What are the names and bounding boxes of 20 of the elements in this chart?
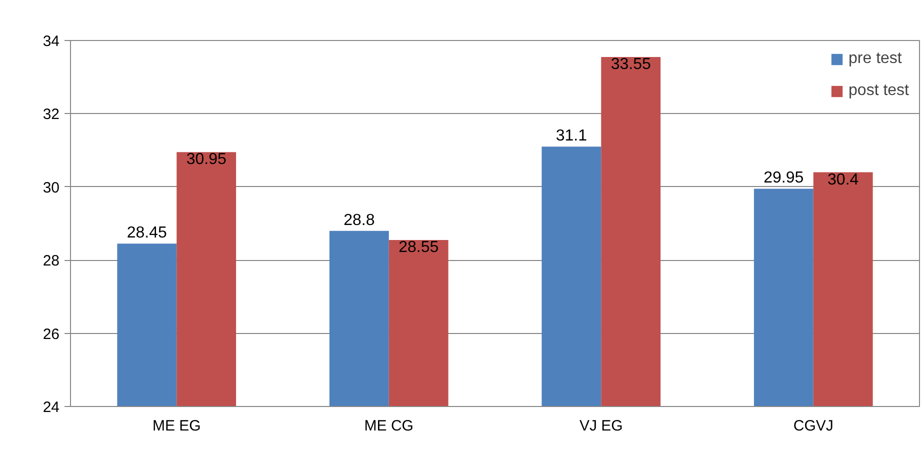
x-tick-label: CGVJ bbox=[793, 418, 834, 434]
y-tick-label: 34 bbox=[42, 33, 60, 50]
legend-label: post test bbox=[848, 82, 909, 100]
data-label: 31.1 bbox=[556, 128, 588, 145]
data-label: 30.4 bbox=[828, 171, 859, 188]
y-tick-label: 32 bbox=[42, 106, 60, 124]
data-label: 28.8 bbox=[344, 212, 375, 229]
data-label: 28.45 bbox=[126, 224, 168, 242]
data-label: 30.95 bbox=[186, 151, 226, 168]
y-tick-label: 24 bbox=[42, 399, 60, 416]
y-tick-label: 26 bbox=[42, 326, 60, 343]
data-label: 28.55 bbox=[398, 238, 439, 256]
y-tick-label: 30 bbox=[42, 179, 60, 196]
x-tick-label: ME CG bbox=[364, 418, 414, 434]
legend-label: pre test bbox=[848, 50, 902, 68]
x-tick-label: VJ EG bbox=[579, 418, 623, 434]
x-tick-label: ME EG bbox=[152, 418, 201, 434]
data-label: 33.55 bbox=[610, 56, 651, 73]
data-label: 29.95 bbox=[764, 170, 804, 187]
y-tick-label: 28 bbox=[42, 252, 60, 270]
